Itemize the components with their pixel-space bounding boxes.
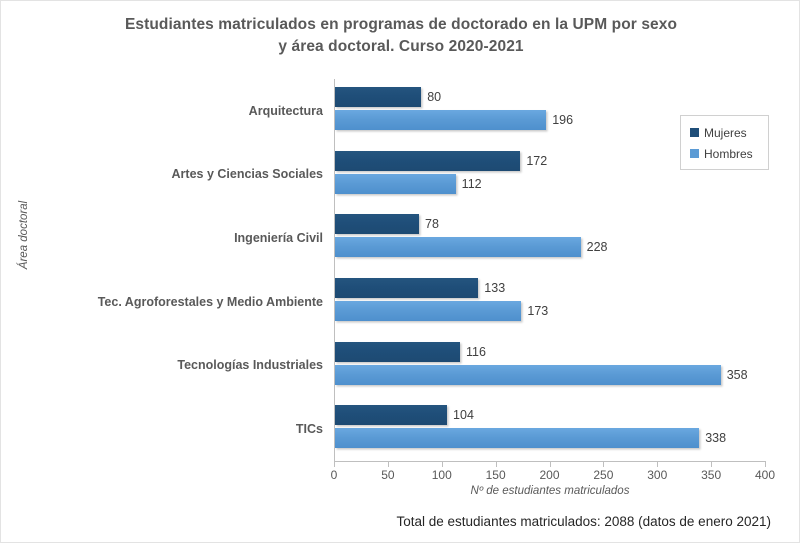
- x-tick-mark: [387, 462, 389, 467]
- category-row: Artes y Ciencias Sociales 172 112: [172, 143, 765, 207]
- bar-mujeres[interactable]: 104: [335, 405, 474, 426]
- legend-label-hombres: Hombres: [704, 146, 753, 161]
- bar-mujeres[interactable]: 78: [335, 214, 439, 235]
- bar-value-label: 338: [705, 431, 727, 446]
- bar-hombres[interactable]: 173: [335, 301, 548, 321]
- bar-value-label: 196: [552, 113, 574, 127]
- category-row: TICs 104 338: [296, 397, 765, 461]
- x-tick-mark: [441, 462, 443, 467]
- bar-value-label: 78: [425, 217, 439, 232]
- bar-mujeres[interactable]: 172: [335, 150, 547, 171]
- x-axis-title: Nº de estudiantes matriculados: [470, 485, 630, 497]
- bar-value-label: 172: [526, 153, 548, 168]
- x-tick-mark: [495, 462, 497, 467]
- category-row: Ingeniería Civil 78 228: [234, 206, 765, 270]
- bar-value-label: 116: [465, 344, 486, 359]
- bar-value-label: 133: [484, 281, 506, 295]
- bar-value-label: 104: [453, 408, 474, 423]
- chart-title-line-1: Estudiantes matriculados en programas de…: [124, 16, 678, 33]
- legend-label-mujeres: Mujeres: [704, 125, 747, 140]
- category-label: Tec. Agroforestales y Medio Ambiente: [97, 294, 323, 309]
- chart-title: Estudiantes matriculados en programas de…: [61, 14, 741, 59]
- x-tick-mark: [334, 462, 335, 467]
- x-tick-mark: [549, 462, 551, 467]
- x-tick-label: 350: [701, 468, 722, 482]
- bar-value-label: 112: [461, 176, 482, 191]
- bar-hombres[interactable]: 112: [335, 173, 482, 194]
- category-label: Ingeniería Civil: [234, 231, 323, 246]
- x-tick-label: 250: [593, 468, 614, 482]
- plot-area: Arquitectura 80 196 Artes y Ciencias Social…: [98, 79, 765, 461]
- x-tick-label: 300: [647, 468, 668, 482]
- bar-value-label: 80: [427, 90, 442, 104]
- x-tick-mark: [765, 462, 766, 467]
- x-tick-mark: [603, 462, 605, 467]
- x-tick-label: 400: [754, 468, 776, 482]
- category-label: Artes y Ciencias Sociales: [171, 167, 323, 182]
- x-tick-label: 50: [381, 468, 395, 482]
- x-tick-mark: [711, 462, 713, 467]
- chart-legend[interactable]: Mujeres Hombres: [680, 115, 769, 170]
- y-axis-title: Área doctoral: [18, 200, 30, 270]
- x-tick-mark: [657, 462, 659, 467]
- x-tick-label: 200: [539, 468, 560, 482]
- bar-hombres[interactable]: 196: [335, 110, 573, 130]
- category-label: Tecnologías Industriales: [177, 358, 323, 373]
- legend-item-hombres[interactable]: Hombres: [690, 143, 768, 164]
- bar-value-label: 173: [527, 304, 549, 318]
- category-label: Arquitectura: [248, 103, 323, 118]
- x-axis-line: [334, 461, 766, 462]
- chart-title-line-2: y área doctoral. Curso 2020-2021: [278, 38, 524, 56]
- category-row: Tec. Agroforestales y Medio Ambiente 133 1…: [98, 270, 765, 334]
- x-tick-label: 0: [330, 468, 338, 482]
- bar-mujeres[interactable]: 133: [335, 278, 505, 298]
- legend-swatch-mujeres: [690, 128, 699, 137]
- bar-hombres[interactable]: 358: [335, 364, 748, 385]
- y-axis-line: [334, 79, 335, 462]
- bar-value-label: 358: [726, 367, 748, 382]
- legend-item-mujeres[interactable]: Mujeres: [690, 122, 768, 143]
- x-tick-label: 100: [431, 468, 452, 482]
- bar-value-label: 228: [586, 240, 608, 255]
- bar-hombres[interactable]: 228: [335, 237, 608, 258]
- bar-mujeres[interactable]: 116: [335, 341, 486, 362]
- total-annotation: Total de estudiantes matriculados: 2088 …: [396, 514, 772, 529]
- category-label: TICs: [295, 422, 323, 437]
- category-row: Tecnologías Industriales 116 358: [177, 334, 765, 398]
- x-tick-label: 150: [485, 468, 506, 482]
- bar-hombres[interactable]: 338: [335, 428, 726, 449]
- legend-swatch-hombres: [690, 149, 699, 158]
- bar-mujeres[interactable]: 80: [335, 87, 441, 107]
- category-row: Arquitectura 80 196: [249, 79, 765, 143]
